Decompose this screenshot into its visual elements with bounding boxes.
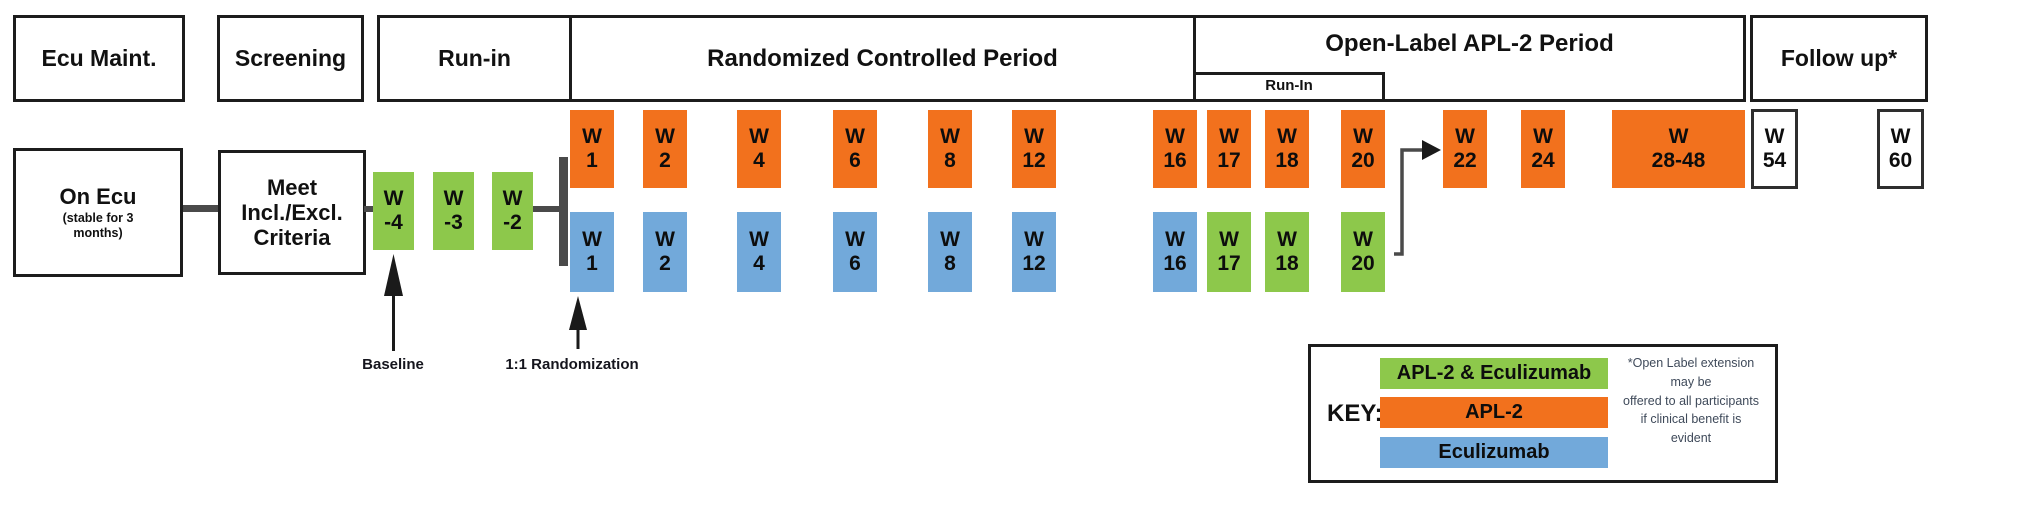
apl2-week-box: W 2 xyxy=(643,110,687,188)
runin-week-box: W -4 xyxy=(373,172,414,250)
key-box: KEY: APL-2 & Eculizumab APL-2 Eculizumab… xyxy=(1308,344,1778,483)
randomization-bar xyxy=(559,157,568,266)
apl2-week-box: W 20 xyxy=(1341,110,1385,188)
ecu-week-box: W 6 xyxy=(833,212,877,292)
key-entry-apl2: APL-2 xyxy=(1380,397,1608,428)
apl2-week-box: W 1 xyxy=(570,110,614,188)
combo-week-box: W 17 xyxy=(1207,212,1251,292)
baseline-label: Baseline xyxy=(362,356,424,373)
runin-week-box: W -3 xyxy=(433,172,474,250)
baseline-arrow xyxy=(384,254,403,351)
on-ecu-box: On Ecu (stable for 3 months) xyxy=(13,148,183,277)
apl2-week-box: W 24 xyxy=(1521,110,1565,188)
ecu-week-box: W 12 xyxy=(1012,212,1056,292)
phase-header-follow-up: Follow up* xyxy=(1750,15,1928,102)
apl2-week-box: W 6 xyxy=(833,110,877,188)
on-ecu-title: On Ecu xyxy=(59,183,137,209)
randomization-arrow xyxy=(569,296,587,349)
incl-excl-criteria-box: Meet Incl./Excl. Criteria xyxy=(218,150,366,275)
phase-header-run-in: Run-in xyxy=(377,15,572,102)
combo-week-box: W 20 xyxy=(1341,212,1385,292)
apl2-week-box: W 8 xyxy=(928,110,972,188)
phase-header-ecu-maint: Ecu Maint. xyxy=(13,15,185,102)
phase-header-randomized-period: Randomized Controlled Period xyxy=(569,15,1196,102)
apl2-week-box: W 4 xyxy=(737,110,781,188)
followup-week-box: W 60 xyxy=(1877,109,1924,189)
phase-header-screening: Screening xyxy=(217,15,364,102)
apl2-week-box: W 16 xyxy=(1153,110,1197,188)
criteria-text: Meet Incl./Excl. Criteria xyxy=(241,174,343,251)
ecu-week-box: W 4 xyxy=(737,212,781,292)
apl2-week-box: W 28-48 xyxy=(1612,110,1745,188)
key-footnote: *Open Label extension may be offered to … xyxy=(1623,356,1759,445)
ecu-week-box: W 1 xyxy=(570,212,614,292)
connector-line xyxy=(364,206,375,212)
key-label: KEY: xyxy=(1327,399,1383,427)
ecu-week-box: W 16 xyxy=(1153,212,1197,292)
apl2-week-box: W 22 xyxy=(1443,110,1487,188)
followup-week-box: W 54 xyxy=(1751,109,1798,189)
transition-arrow xyxy=(1394,140,1441,256)
open-label-run-in-subheader: Run-In xyxy=(1193,72,1385,102)
connector-line xyxy=(531,206,561,212)
apl2-week-box: W 12 xyxy=(1012,110,1056,188)
ecu-week-box: W 8 xyxy=(928,212,972,292)
apl2-week-box: W 18 xyxy=(1265,110,1309,188)
randomization-label: 1:1 Randomization xyxy=(505,356,639,373)
apl2-week-box: W 17 xyxy=(1207,110,1251,188)
combo-week-box: W 18 xyxy=(1265,212,1309,292)
ecu-week-box: W 2 xyxy=(643,212,687,292)
on-ecu-subtitle: (stable for 3 months) xyxy=(62,211,134,241)
connector-line xyxy=(183,205,218,212)
key-entry-eculizumab: Eculizumab xyxy=(1380,437,1608,468)
key-entry-combo: APL-2 & Eculizumab xyxy=(1380,358,1608,389)
runin-week-box: W -2 xyxy=(492,172,533,250)
